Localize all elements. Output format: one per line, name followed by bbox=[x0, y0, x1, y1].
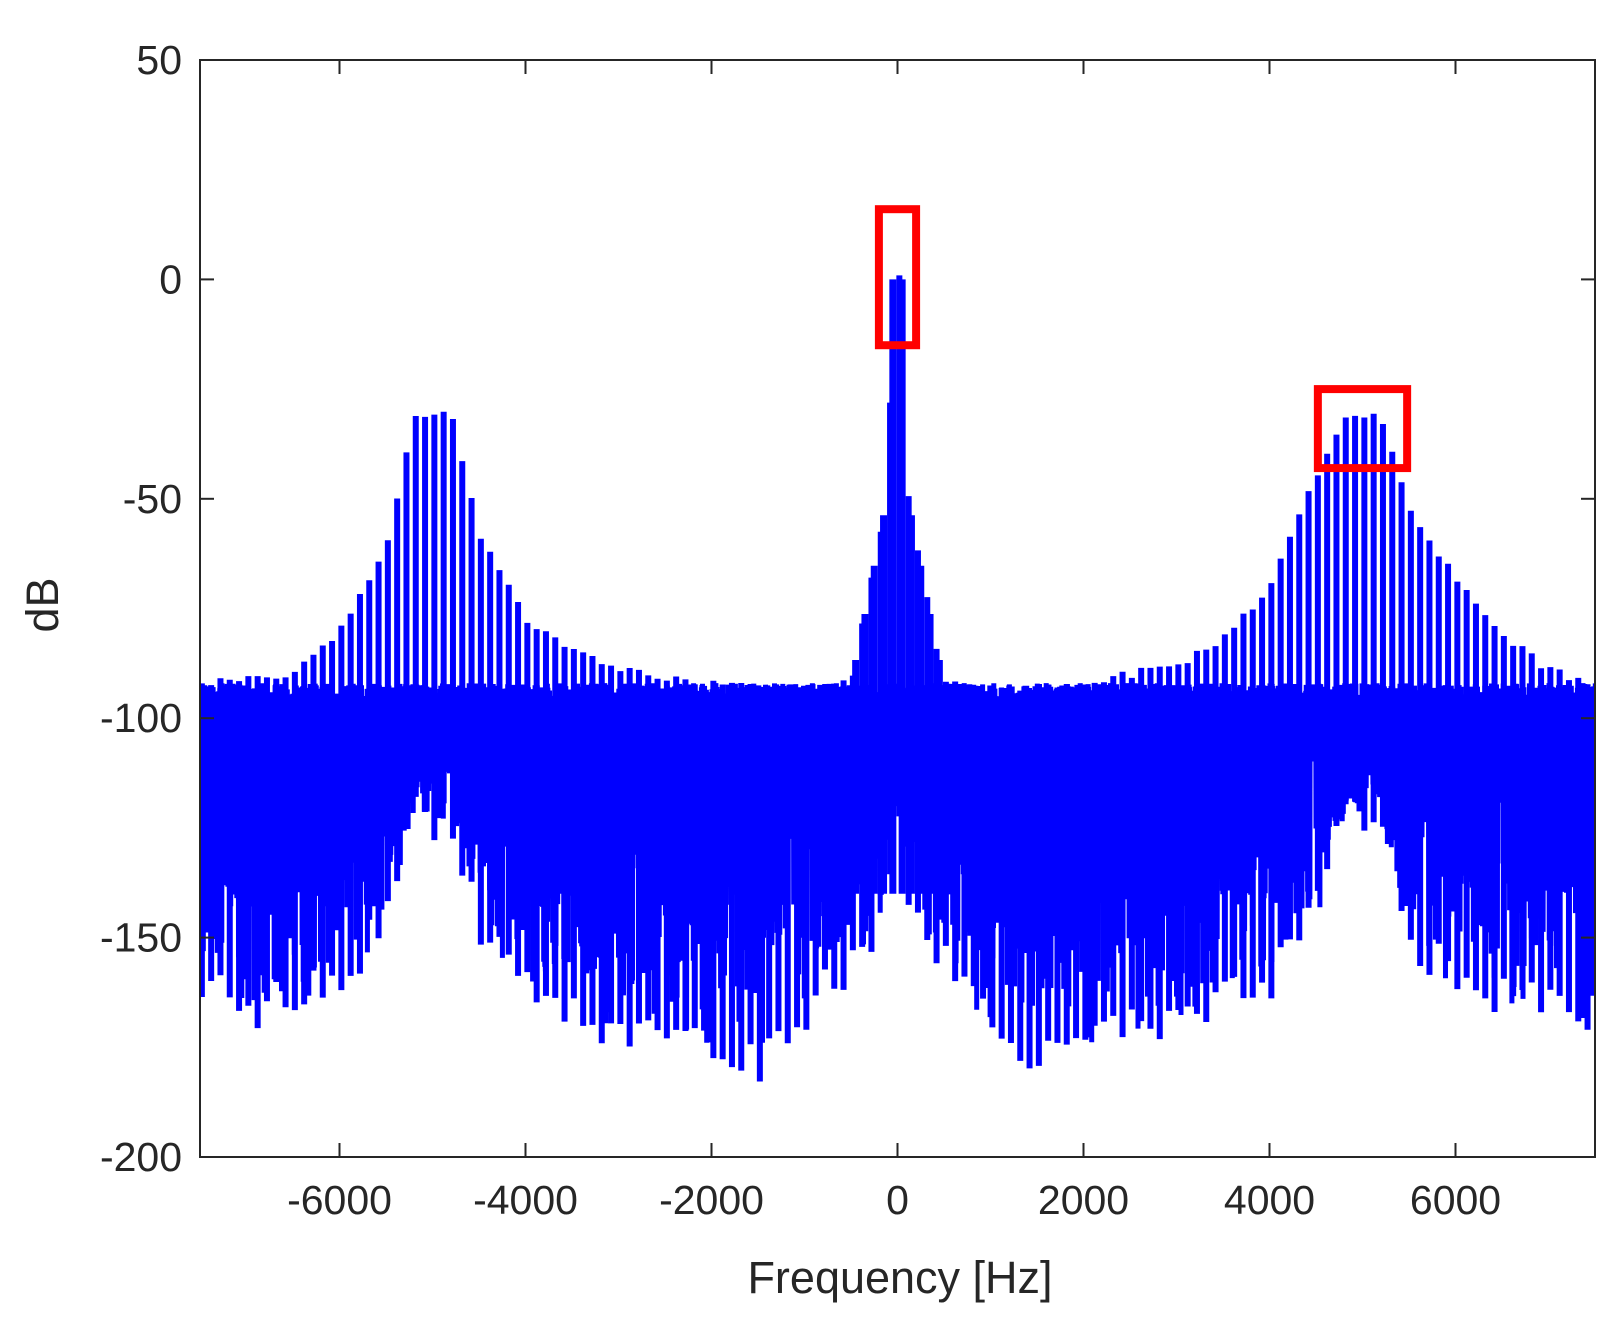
y-tick-label: -150 bbox=[100, 915, 182, 961]
highlight-boxes bbox=[874, 205, 1412, 473]
x-tick-label: 4000 bbox=[1224, 1177, 1315, 1223]
highlight-box bbox=[1313, 385, 1412, 473]
x-tick-label: -4000 bbox=[473, 1177, 578, 1223]
plot-area bbox=[200, 275, 1595, 1082]
tick-labels: -6000 -4000 -2000 0 2000 4000 6000 -200 -150 -100… bbox=[100, 37, 1501, 1223]
x-tick-label: 0 bbox=[886, 1177, 909, 1223]
y-tick-label: -50 bbox=[123, 476, 182, 522]
x-axis-title: Frequency [Hz] bbox=[747, 1252, 1052, 1303]
x-tick-label: -6000 bbox=[287, 1177, 392, 1223]
x-tick-label: 6000 bbox=[1410, 1177, 1501, 1223]
axes bbox=[199, 59, 1596, 1158]
y-tick-label: -200 bbox=[100, 1134, 182, 1180]
x-tick-label: 2000 bbox=[1038, 1177, 1129, 1223]
y-tick-label: -100 bbox=[100, 695, 182, 741]
y-tick-label: 50 bbox=[136, 37, 182, 83]
highlight-box bbox=[874, 205, 921, 350]
y-tick-label: 0 bbox=[159, 256, 182, 302]
y-axis-title: dB bbox=[17, 577, 68, 632]
x-tick-label: -2000 bbox=[659, 1177, 764, 1223]
